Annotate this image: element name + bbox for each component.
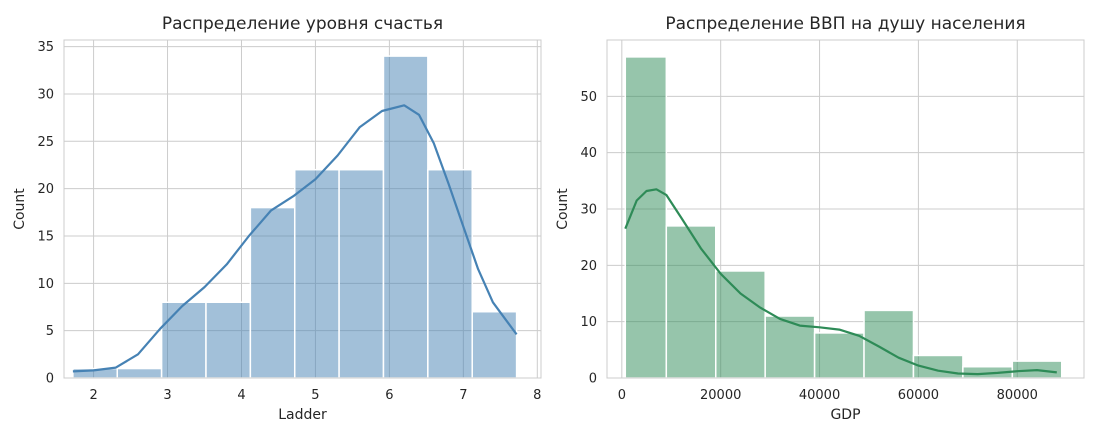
histogram-bar [249,206,296,379]
chart-title: Распределение ВВП на душу населения [665,14,1025,34]
y-tick-label: 35 [37,40,54,55]
histogram-bar [665,225,717,379]
x-tick-label: 0 [618,388,626,403]
x-tick-label: 7 [459,388,467,403]
x-tick-label: 5 [311,388,319,403]
histogram-bar [338,168,385,379]
happiness-histogram: Распределение уровня счастья Ladder Coun… [12,14,542,423]
y-tick-label: 10 [580,315,597,330]
histogram-bar [382,55,429,379]
histogram-bar [293,168,340,379]
y-tick-label: 0 [589,372,597,387]
histogram-bar [116,367,163,379]
y-tick-label: 30 [580,203,597,218]
histogram-bar [714,270,766,379]
histogram-bar [863,309,915,379]
x-axis-label: Ladder [278,407,327,423]
y-tick-label: 15 [37,229,54,244]
x-tick-label: 4 [237,388,245,403]
kde-line [72,104,518,373]
x-tick-label: 2 [89,388,97,403]
x-tick-label: 20000 [700,388,741,403]
y-tick-label: 25 [37,135,54,150]
y-tick-label: 50 [580,90,597,105]
y-tick-label: 0 [46,372,54,387]
histogram-bar [427,168,473,379]
x-tick-label: 3 [163,388,171,403]
y-axis-label: Count [555,188,571,230]
histogram-bars [624,56,1063,379]
histogram-bar [624,56,668,379]
y-tick-label: 30 [37,87,54,102]
y-tick-label: 10 [37,277,54,292]
gdp-histogram: Распределение ВВП на душу населения GDP … [555,14,1085,423]
histogram-bar [813,332,865,379]
histogram-bar [471,310,518,379]
histogram-bars [72,55,518,379]
histogram-bar [205,301,252,379]
x-tick-label: 80000 [997,388,1038,403]
y-tick-label: 20 [580,259,597,274]
x-tick-label: 40000 [799,388,840,403]
x-axis-label: GDP [830,407,860,423]
plot-frame [606,39,1085,379]
y-tick-label: 40 [580,146,597,161]
y-tick-label: 5 [46,324,54,339]
y-axis-label: Count [12,188,28,230]
kde-line [624,188,1057,376]
x-tick-label: 6 [385,388,393,403]
histogram-bar [160,301,207,379]
plot-frame [63,39,542,379]
x-tick-label: 60000 [898,388,939,403]
y-tick-label: 20 [37,182,54,197]
chart-title: Распределение уровня счастья [162,14,443,34]
x-tick-label: 8 [533,388,541,403]
